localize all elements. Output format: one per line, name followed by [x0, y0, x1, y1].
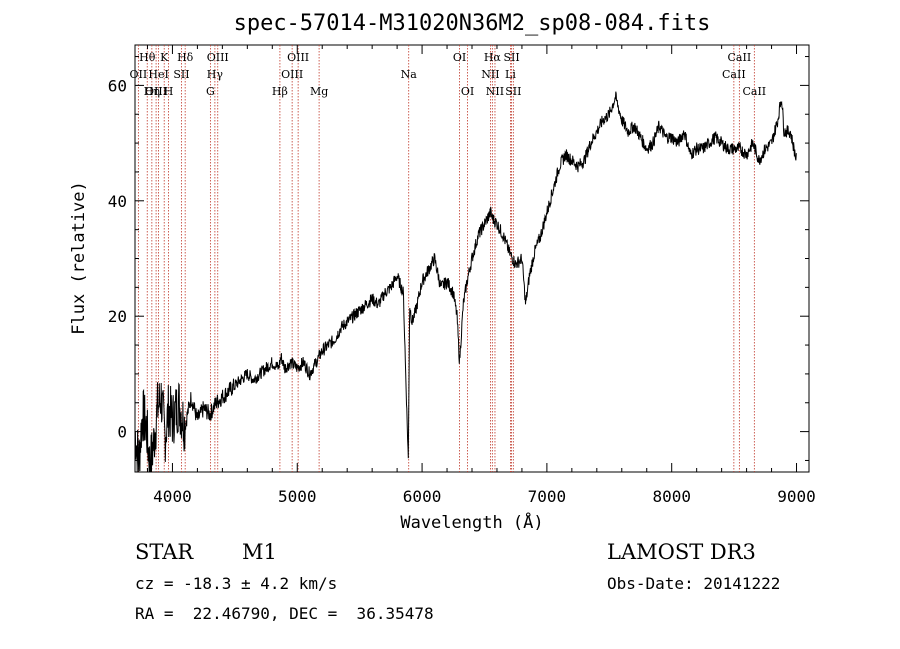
object-class: STAR [135, 540, 194, 564]
emission-line-label: OIII [287, 51, 309, 64]
emission-line-label: Hδ [177, 51, 194, 64]
x-axis-label: Wavelength (Å) [400, 511, 543, 533]
survey-name: LAMOST DR3 [607, 540, 756, 564]
emission-line-label: OII [130, 68, 148, 81]
redshift-velocity: cz = -18.3 ± 4.2 km/s [135, 574, 338, 593]
emission-line-markers [137, 45, 755, 472]
emission-line-label: Mg [310, 85, 328, 98]
emission-line-label: OIII [207, 51, 229, 64]
x-tick-label: 9000 [777, 487, 816, 506]
emission-line-label: H [164, 85, 174, 98]
ra-dec-coordinates: RA = 22.46790, DEC = 36.35478 [135, 604, 434, 623]
emission-line-label: HeI [148, 68, 168, 81]
emission-line-label: CaII [742, 85, 766, 98]
emission-line-label: Hγ [207, 68, 224, 81]
emission-line-label: CaII [722, 68, 746, 81]
emission-line-labels: Hθ OII OIII K HeI Hη SII H Hδ OIII Hγ G OIII OIII Hβ Mg… [130, 51, 767, 98]
chart-title: spec-57014-M31020N36M2_sp08-084.fits [234, 11, 711, 36]
y-tick-label: 40 [108, 192, 127, 211]
emission-line-label: K [160, 51, 169, 64]
emission-line-label: SII [503, 51, 519, 64]
emission-line-label: NII [486, 85, 504, 98]
x-tick-label: 4000 [153, 487, 192, 506]
emission-line-label: OIII [281, 68, 303, 81]
observation-date: Obs-Date: 20141222 [607, 574, 781, 593]
emission-line-label: Hβ [272, 85, 288, 98]
spectrum-series-line [134, 91, 797, 473]
x-tick-label: 7000 [528, 487, 567, 506]
x-tick-label: 6000 [403, 487, 442, 506]
x-tick-label: 8000 [652, 487, 691, 506]
emission-line-label: CaII [728, 51, 752, 64]
y-axis-label: Flux (relative) [69, 181, 89, 335]
emission-line-label: SII [505, 85, 521, 98]
emission-line-label: Hθ [139, 51, 156, 64]
emission-line-label: Na [401, 68, 418, 81]
y-tick-label: 20 [108, 307, 127, 326]
x-tick-label: 5000 [278, 487, 317, 506]
emission-line-label: OI [461, 85, 474, 98]
emission-line-label: OI [453, 51, 466, 64]
emission-line-label: Hα [484, 51, 502, 64]
y-tick-label: 0 [117, 423, 127, 442]
emission-line-label: Li [505, 68, 516, 81]
object-subclass: M1 [242, 540, 277, 564]
emission-line-label: Hη [144, 85, 160, 98]
emission-line-label: OIII [145, 85, 167, 98]
y-tick-label: 60 [108, 76, 127, 95]
emission-line-label: NII [481, 68, 499, 81]
emission-line-label: SII [173, 68, 189, 81]
axis-ticks: 4000 5000 6000 7000 8000 9000 0 20 40 60 [108, 45, 816, 506]
emission-line-label: G [206, 85, 215, 98]
plot-frame [134, 44, 810, 473]
